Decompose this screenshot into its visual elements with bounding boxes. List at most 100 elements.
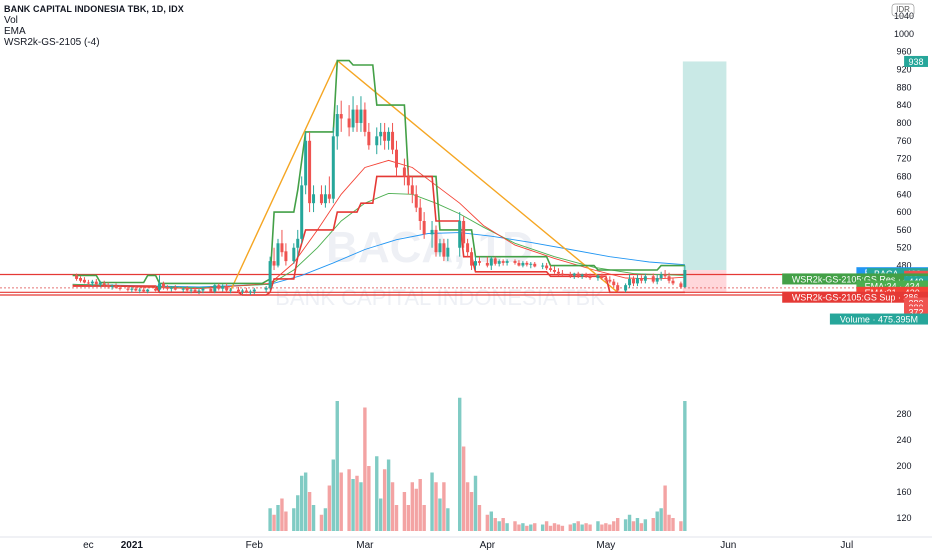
candle-body-115 [608,279,612,282]
volume-bar-62 [556,524,561,531]
candle-body-111 [588,276,592,279]
volume-bar-74 [612,521,616,531]
volume-bar-87 [671,518,675,531]
volume-bar-63 [560,525,565,531]
volume-bar-82 [651,518,655,531]
time-tick-may: May [596,540,615,550]
price-tag-12: Volume · 475.395M [840,315,918,325]
candle-body-68 [387,131,391,141]
volume-bar-28 [394,505,399,531]
volume-bar-81 [643,519,648,531]
candle-body-14 [134,288,138,291]
candle-body-88 [485,262,489,266]
candle-body-52 [312,194,316,204]
volume-bar-50 [501,518,505,531]
price-tag-bg-8 [782,291,928,303]
volume-bar-69 [588,524,592,531]
volume-bar-61 [552,523,557,531]
currency-label: IDR [896,5,910,14]
volume-bar-26 [386,459,391,531]
candle-body-54 [323,194,327,204]
candle-body-44 [276,243,280,266]
legend-symbol-title[interactable]: BANK CAPITAL INDONESIA TBK, 1D, IDX [4,4,184,14]
price-tag-bg-4 [782,273,928,285]
candle-body-126 [659,274,663,279]
candle-body-34 [225,286,229,291]
volume-bar-20 [359,482,363,531]
volume-bar-72 [604,523,608,531]
candle-body-51 [308,140,312,204]
volume-bar-65 [572,523,576,531]
volume-bar-57 [533,523,537,531]
candle-body-131 [683,270,687,287]
time-tick-feb: Feb [246,540,264,550]
candle-body-91 [497,261,501,264]
volume-bar-27 [390,482,395,531]
volume-bar-29 [402,492,407,531]
candle-body-98 [529,263,533,265]
candle-body-89 [489,258,493,266]
volume-bar-17 [347,469,351,531]
price-tick-520: 520 [896,243,911,253]
candle-body-50 [304,140,308,186]
volume-bar-45 [477,505,482,531]
volume-bar-5 [292,508,296,531]
candle-body-60 [351,109,355,128]
legend-ema-label[interactable]: EMA [4,26,26,37]
volume-bar-30 [406,505,411,531]
price-tick-480: 480 [896,261,911,271]
candle-body-74 [414,194,418,208]
candle-body-12 [126,288,130,290]
volume-bar-53 [517,524,521,531]
candle-body-15 [138,289,142,291]
volume-bar-59 [544,521,549,531]
volume-bar-41 [461,446,466,531]
candle-body-113 [600,275,604,279]
candle-body-39 [248,291,252,293]
volume-bar-46 [485,514,490,531]
price-tick-560: 560 [896,225,911,235]
candle-body-109 [580,274,584,277]
price-tick-120: 120 [896,513,911,523]
volume-bar-51 [505,523,509,531]
time-tick-jun: Jun [720,540,736,550]
candle-body-84 [466,243,470,253]
candle-body-99 [533,263,537,267]
candle-body-123 [643,276,647,281]
candle-body-112 [596,275,600,279]
candle-body-18 [154,288,158,291]
candle-body-27 [193,289,197,292]
volume-bar-67 [580,524,584,531]
volume-bar-64 [568,524,572,531]
candle-body-9 [110,286,114,288]
candle-body-107 [572,273,576,276]
candle-body-16 [142,289,146,292]
legend-indicator-label[interactable]: WSR2k-GS-2105 (-4) [4,37,100,48]
price-tick-240: 240 [896,435,911,445]
volume-bar-24 [379,498,383,531]
price-tag-6: EMA:34 · 434 [865,282,920,292]
candle-body-72 [406,176,410,186]
volume-bar-68 [584,523,588,531]
price-tick-1000: 1000 [894,29,914,39]
volume-bar-86 [667,514,671,531]
volume-bar-4 [284,511,288,531]
candle-body-38 [244,290,248,293]
price-tag-bg-12 [829,313,928,325]
resistance-step-line [72,59,685,285]
candle-body-58 [339,114,343,119]
legend-volume-label[interactable]: Vol [4,15,18,26]
candle-body-8 [106,285,110,287]
candle-body-101 [545,265,549,269]
volume-bar-80 [639,523,644,531]
ema-line-ema-90 [72,232,685,288]
volume-bar-40 [458,397,462,531]
volume-bar-39 [446,508,450,531]
candle-body-13 [130,288,134,290]
candle-body-1 [79,278,82,281]
time-tick-mar: Mar [356,540,374,550]
price-tick-800: 800 [896,118,911,128]
candle-body-105 [560,273,564,275]
candle-body-102 [549,268,553,271]
